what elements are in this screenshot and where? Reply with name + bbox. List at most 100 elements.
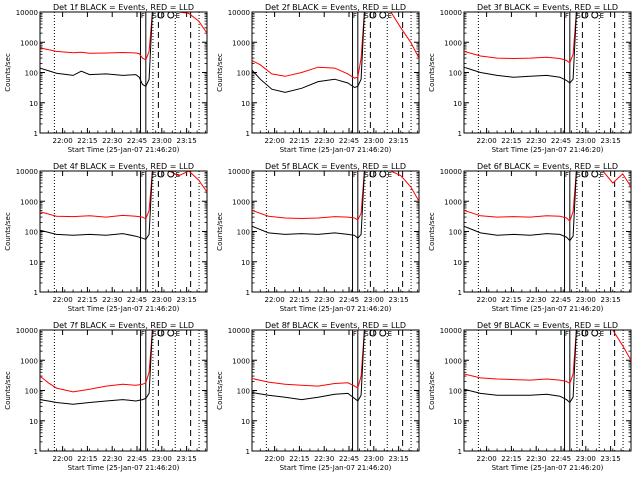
panel-title: Det 4f BLACK = Events, RED = LLD	[53, 162, 194, 171]
y-tick-label: 10	[29, 418, 38, 426]
x-tick-label: 22:30	[526, 455, 546, 463]
panel-8: Det 8f BLACK = Events, RED = LLD 1 10 100 10…	[216, 321, 420, 472]
panel-5: Det 5f BLACK = Events, RED = LLD 1 10 100 10…	[216, 162, 420, 313]
y-axis-label: Counts/sec	[428, 53, 436, 92]
x-tick-label: 22:15	[289, 296, 309, 304]
x-tick-label: 22:00	[53, 137, 73, 145]
marker-letter: E	[600, 330, 604, 338]
plot-frame	[463, 11, 632, 134]
y-tick-label: 10	[29, 259, 38, 267]
x-tick-label: 22:00	[53, 455, 73, 463]
marker-letter: S	[576, 330, 581, 338]
panel-title: Det 7f BLACK = Events, RED = LLD	[53, 321, 194, 330]
top-circle-marker	[379, 329, 387, 337]
x-tick-label: 22:30	[314, 455, 334, 463]
x-tick-label: 22:45	[551, 296, 571, 304]
panel-3: Det 3f BLACK = Events, RED = LLD 1 10 100 10…	[428, 3, 632, 154]
x-tick-label: 22:45	[339, 137, 359, 145]
top-circle-marker	[167, 170, 175, 178]
x-tick-label: 23:00	[364, 296, 384, 304]
top-circle-marker	[167, 329, 175, 337]
x-tick-label: 22:30	[314, 296, 334, 304]
x-tick-label: 22:45	[127, 137, 147, 145]
x-axis-label: Start Time (25-Jan-07 21:46:20)	[280, 464, 392, 472]
y-axis-label: Counts/sec	[4, 212, 12, 251]
x-tick-label: 22:30	[102, 455, 122, 463]
x-tick-label: 23:00	[152, 137, 172, 145]
panel-9: Det 9f BLACK = Events, RED = LLD 1 10 100 10…	[428, 321, 632, 472]
panel-6: Det 6f BLACK = Events, RED = LLD 1 10 100 10…	[428, 162, 632, 313]
x-tick-label: 22:45	[127, 455, 147, 463]
y-axis-label: Counts/sec	[4, 53, 12, 92]
marker-letter: E	[176, 330, 180, 338]
marker-letter: S	[364, 12, 369, 20]
panel-1: Det 1f BLACK = Events, RED = LLD 1 10 100 10…	[4, 3, 208, 154]
marker-letter: S	[364, 330, 369, 338]
plot-frame	[39, 170, 208, 293]
y-axis-label: Counts/sec	[216, 212, 224, 251]
x-tick-label: 23:15	[177, 296, 197, 304]
top-circle-marker	[591, 170, 599, 178]
y-tick-label: 1	[34, 130, 38, 138]
marker-letter: S	[152, 12, 157, 20]
y-tick-label: 10000	[440, 168, 462, 176]
x-tick-label: 22:15	[501, 137, 521, 145]
y-tick-label: 10	[241, 100, 250, 108]
y-tick-label: 1	[34, 289, 38, 297]
x-tick-label: 23:15	[601, 137, 621, 145]
marker-letter: E	[388, 12, 392, 20]
y-tick-label: 100	[449, 388, 462, 396]
x-tick-label: 23:00	[152, 296, 172, 304]
x-axis-label: Start Time (25-Jan-07 21:46:20)	[280, 146, 392, 154]
marker-letter: F	[141, 330, 145, 338]
x-tick-label: 22:15	[501, 455, 521, 463]
y-tick-label: 1000	[444, 198, 462, 206]
x-axis-label: Start Time (25-Jan-07 21:46:20)	[492, 464, 604, 472]
top-circle-marker	[379, 170, 387, 178]
y-tick-label: 1	[246, 289, 250, 297]
x-tick-label: 23:15	[389, 296, 409, 304]
y-tick-label: 10	[241, 418, 250, 426]
x-tick-label: 23:00	[364, 455, 384, 463]
panel-title: Det 8f BLACK = Events, RED = LLD	[265, 321, 406, 330]
events-series-line	[252, 12, 419, 93]
panel-2: Det 2f BLACK = Events, RED = LLD 1 10 100 10…	[216, 3, 420, 154]
y-tick-label: 10000	[440, 9, 462, 17]
top-circle-marker	[581, 11, 589, 19]
y-tick-label: 10	[29, 100, 38, 108]
events-series-line	[40, 171, 207, 241]
top-circle-marker	[157, 11, 165, 19]
x-tick-label: 23:15	[389, 137, 409, 145]
lld-series-line	[40, 12, 207, 61]
panel-title: Det 9f BLACK = Events, RED = LLD	[477, 321, 618, 330]
lld-series-line	[464, 330, 631, 385]
x-tick-label: 23:15	[177, 137, 197, 145]
y-tick-label: 10000	[16, 168, 38, 176]
x-tick-label: 23:00	[152, 455, 172, 463]
x-tick-label: 22:00	[477, 137, 497, 145]
x-tick-label: 22:15	[289, 455, 309, 463]
marker-letter: F	[141, 12, 145, 20]
x-tick-label: 23:00	[576, 296, 596, 304]
x-axis-label: Start Time (25-Jan-07 21:46:20)	[280, 305, 392, 313]
top-circle-marker	[591, 329, 599, 337]
events-series-line	[252, 330, 419, 402]
y-tick-label: 100	[237, 388, 250, 396]
marker-letter: F	[353, 171, 357, 179]
plot-frame	[463, 329, 632, 452]
panel-title: Det 2f BLACK = Events, RED = LLD	[265, 3, 406, 12]
x-tick-label: 22:30	[102, 137, 122, 145]
events-series-line	[464, 12, 631, 84]
x-tick-label: 23:15	[601, 455, 621, 463]
marker-letter: E	[600, 171, 604, 179]
panel-title: Det 3f BLACK = Events, RED = LLD	[477, 3, 618, 12]
x-tick-label: 22:00	[477, 296, 497, 304]
panel-4: Det 4f BLACK = Events, RED = LLD 1 10 100 10…	[4, 162, 208, 313]
top-circle-marker	[369, 11, 377, 19]
top-circle-marker	[157, 170, 165, 178]
x-tick-label: 22:45	[127, 296, 147, 304]
y-tick-label: 100	[237, 70, 250, 78]
events-series-line	[464, 171, 631, 242]
x-tick-label: 23:00	[576, 137, 596, 145]
